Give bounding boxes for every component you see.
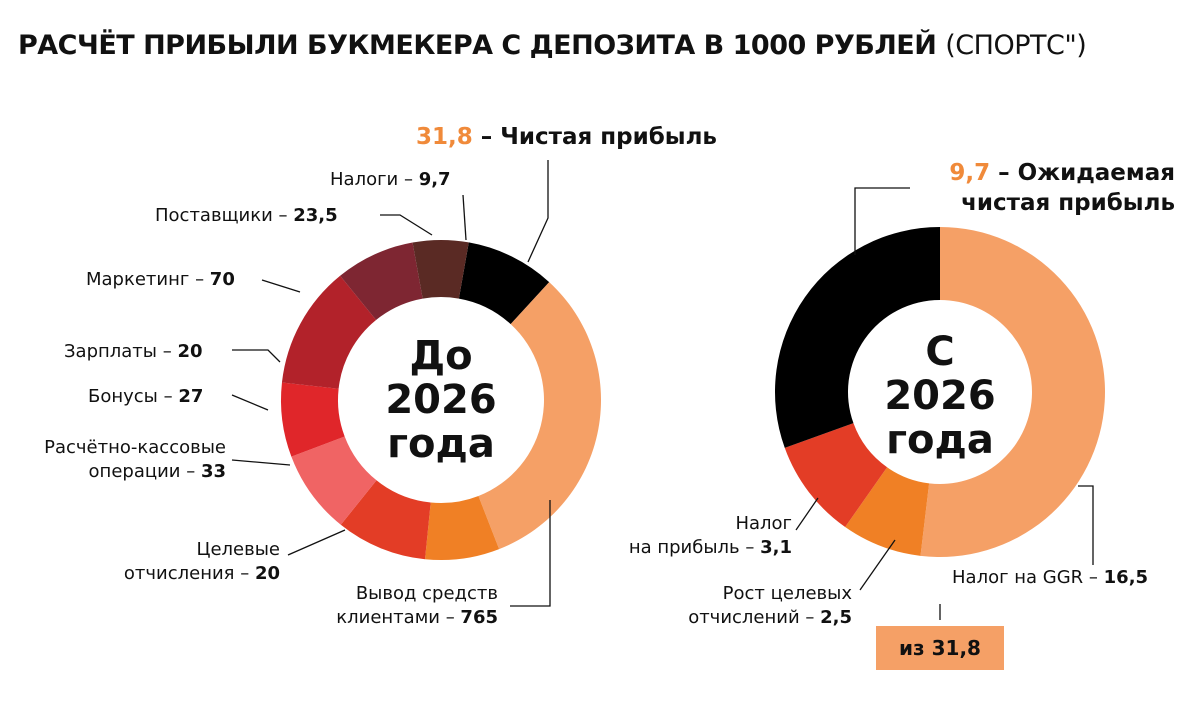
label-deductions-growth: Рост целевых отчислений – 2,5 (688, 583, 852, 628)
donut-slice (845, 467, 930, 556)
title-main: РАСЧЁТ ПРИБЫЛИ БУКМЕКЕРА С ДЕПОЗИТА В 10… (18, 30, 937, 61)
donut-slice (412, 240, 469, 299)
label-suppliers: Поставщики – 23,5 (155, 205, 338, 226)
leader-ggr (1078, 485, 1094, 565)
leader-salaries (232, 349, 281, 363)
label-expected-profit: 9,7 – Ожидаемая чистая прибыль (949, 160, 1175, 216)
leader-ptax (795, 497, 819, 531)
leader-lines (231, 160, 1094, 620)
leader-bonuses (231, 394, 269, 411)
donut-slice (784, 423, 888, 528)
donut-slice (291, 436, 377, 525)
donut-slice (281, 382, 345, 457)
leader-taxes (462, 194, 467, 241)
donut-slice (458, 242, 550, 325)
donut-slice (775, 227, 940, 448)
label-marketing: Маркетинг – 70 (86, 269, 235, 290)
label-withdrawals: Вывод средств клиентами – 765 (336, 583, 498, 628)
label-ggr-tax: Налог на GGR – 16,5 (952, 567, 1149, 588)
center-label-left: До 2026 года (385, 333, 497, 467)
donut-from-2026 (775, 227, 1106, 557)
donut-slice (281, 275, 377, 389)
leader-target (287, 529, 346, 556)
center-label-right: С 2026 года (884, 329, 996, 463)
label-cash-operations: Расчётно-кассовые операции – 33 (44, 437, 226, 482)
leader-cash (231, 459, 291, 466)
chart-title: РАСЧЁТ ПРИБЫЛИ БУКМЕКЕРА С ДЕПОЗИТА В 10… (18, 30, 1087, 61)
donut-slice (340, 480, 431, 560)
leader-profit (527, 160, 549, 263)
label-taxes: Налоги – 9,7 (330, 169, 451, 190)
label-profit-tax: Налог на прибыль – 3,1 (628, 513, 792, 558)
title-source: (СПОРТС") (945, 30, 1087, 61)
label-net-profit: 31,8 – Чистая прибыль (416, 124, 717, 150)
leader-marketing (261, 279, 301, 293)
from-total-badge: из 31,8 (876, 626, 1004, 670)
donut-slice (425, 495, 500, 560)
label-bonuses: Бонусы – 27 (88, 386, 204, 407)
leader-withdraw (510, 500, 551, 607)
leader-growth (859, 539, 896, 591)
donut-slice (478, 282, 601, 550)
donut-slice (340, 242, 423, 321)
label-salaries: Зарплаты – 20 (64, 341, 203, 362)
leader-right-profit (854, 187, 910, 255)
donut-slice (920, 227, 1106, 557)
donut-before-2026 (281, 240, 601, 560)
label-target-deductions: Целевые отчисления – 20 (123, 539, 280, 584)
leader-suppliers (380, 214, 433, 236)
